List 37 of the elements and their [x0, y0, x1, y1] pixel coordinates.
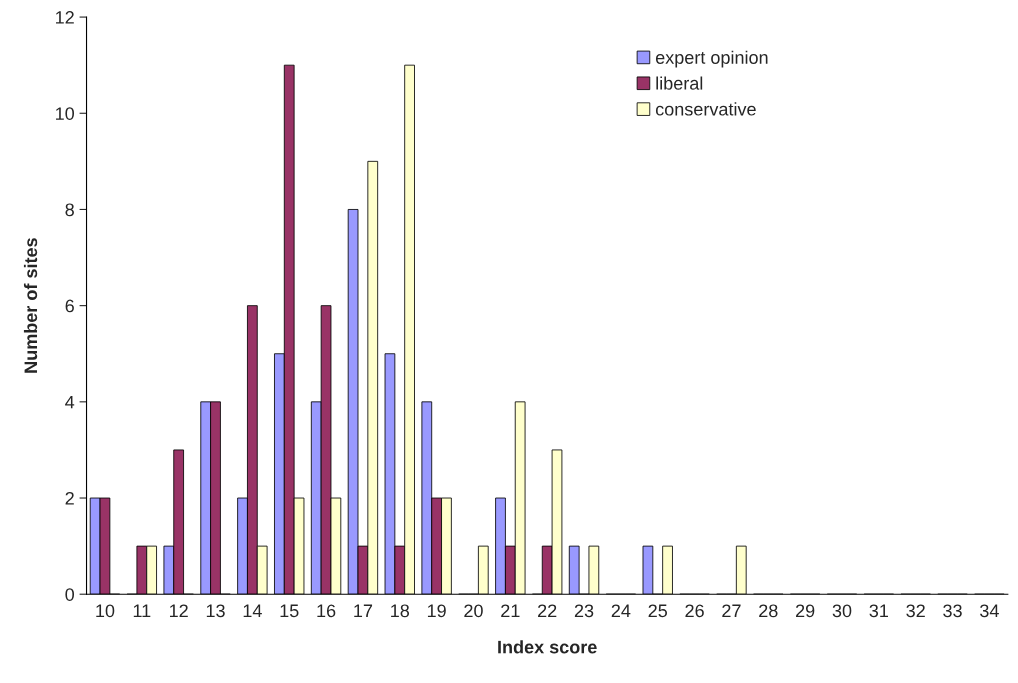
x-tick-label: 18: [391, 604, 410, 618]
x-axis-title: Index score: [498, 640, 597, 654]
x-tick-label: 19: [427, 604, 446, 618]
x-tick-label: 25: [648, 604, 668, 618]
x-tick-label: 21: [501, 604, 520, 618]
x-tick-label: 22: [538, 604, 557, 618]
y-tick-label: 12: [56, 11, 74, 24]
y-tick-label: 4: [65, 395, 75, 409]
x-tick-label: 28: [759, 604, 778, 618]
x-tick-label: 15: [280, 604, 299, 618]
y-tick-label: 10: [56, 107, 75, 120]
x-tick-label: 33: [943, 604, 962, 618]
legend-label: expert opinion: [655, 50, 768, 68]
y-tick-label: 8: [65, 203, 74, 217]
x-tick-label: 31: [869, 604, 888, 618]
x-tick-label: 27: [722, 604, 741, 618]
x-tick-label: 29: [796, 604, 815, 618]
y-tick-label: 6: [65, 299, 74, 313]
legend-label: liberal: [656, 76, 703, 90]
x-tick-label: 17: [354, 604, 373, 618]
x-tick-label: 10: [96, 604, 115, 618]
x-tick-label: 13: [206, 604, 225, 618]
x-tick-label: 20: [464, 604, 483, 618]
x-tick-label: 23: [574, 604, 594, 618]
legend-label: conservative: [655, 102, 756, 116]
x-tick-label: 30: [832, 604, 852, 618]
x-tick-label: 12: [170, 604, 188, 618]
x-tick-label: 11: [133, 604, 151, 618]
y-tick-label: 0: [65, 588, 75, 601]
y-axis-title: Number of sites: [23, 238, 38, 373]
x-tick-label: 34: [980, 604, 999, 618]
x-tick-label: 14: [243, 604, 262, 618]
y-tick-label: 2: [65, 491, 74, 505]
x-tick-label: 26: [685, 604, 704, 618]
x-tick-label: 24: [611, 604, 631, 618]
x-tick-label: 16: [317, 604, 336, 618]
x-tick-label: 32: [906, 604, 925, 618]
